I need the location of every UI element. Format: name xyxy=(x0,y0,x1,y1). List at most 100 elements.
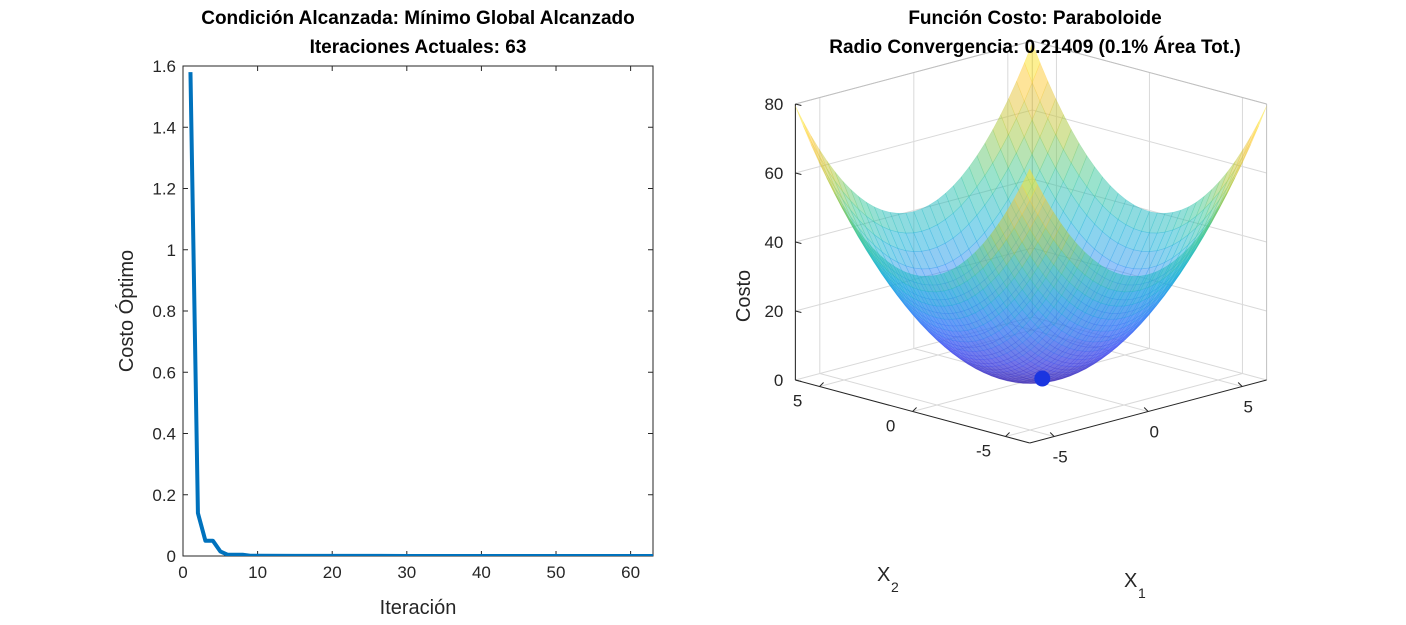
x1-tick-mark xyxy=(1237,382,1243,387)
tick-marks xyxy=(182,65,653,557)
surface-patch xyxy=(842,208,859,237)
surface-patch xyxy=(935,272,953,292)
x2-tick-mark xyxy=(819,382,824,387)
surface-patch xyxy=(889,229,907,252)
x2-tick-label: -5 xyxy=(976,442,991,461)
surface-patch xyxy=(975,364,992,373)
y-axis-label: Costo Óptimo xyxy=(115,250,138,372)
surface-patch xyxy=(935,305,953,320)
surface-patch xyxy=(865,239,882,265)
surface-patch xyxy=(904,305,922,325)
surface-patch xyxy=(911,297,930,316)
x1-tick-label: -5 xyxy=(1053,448,1068,467)
x-tick-label: 40 xyxy=(472,563,491,582)
surface-patch xyxy=(896,291,914,312)
surface-patch xyxy=(873,206,891,231)
surface-patch xyxy=(1219,174,1236,205)
z-tick-mark xyxy=(795,379,802,382)
surface-patch xyxy=(842,206,859,235)
x1-tick-label: 5 xyxy=(1243,398,1252,417)
surface-patch xyxy=(1140,305,1157,325)
surface-patch xyxy=(1219,177,1236,209)
grid-line xyxy=(1032,109,1267,174)
surface-patch xyxy=(889,278,906,300)
chart-title-line-2: Iteraciones Actuales: 63 xyxy=(310,37,527,58)
y-tick-label: 0.2 xyxy=(152,486,176,505)
surface-patch xyxy=(1008,80,1025,120)
surface-patch xyxy=(1021,168,1038,201)
x-tick-label: 20 xyxy=(323,563,342,582)
surface-patch xyxy=(873,259,890,284)
x2-tick-label: 5 xyxy=(793,392,802,411)
x-tick-labels: 0 10 20 30 40 50 60 xyxy=(178,563,640,582)
z-tick-mark xyxy=(795,172,802,175)
surface-patch xyxy=(928,322,945,338)
z-tick-label: 0 xyxy=(774,371,783,390)
surface-patch xyxy=(999,378,1016,383)
surface-patch xyxy=(1108,272,1125,292)
z-tick-mark xyxy=(795,103,802,106)
surface-patch xyxy=(943,269,960,290)
surface-patch xyxy=(990,223,1007,251)
surface-patch xyxy=(982,358,1000,367)
surface-patch xyxy=(1147,267,1165,289)
surface-patch xyxy=(998,211,1015,241)
svg-text:2: 2 xyxy=(891,579,899,595)
surface-patch xyxy=(919,289,937,307)
surface-patch xyxy=(1227,148,1244,181)
surface-patch xyxy=(967,340,984,352)
surface-patch xyxy=(1235,135,1252,170)
chart-title-line-1: Condición Alcanzada: Mínimo Global Alcan… xyxy=(201,8,635,29)
z-tick-mark xyxy=(795,310,802,313)
surface-patch xyxy=(935,317,953,332)
surface-patch xyxy=(1132,311,1149,329)
surface-patch xyxy=(952,352,969,365)
svg-text:1: 1 xyxy=(1138,585,1146,601)
y-tick-label: 0 xyxy=(167,547,176,566)
x-tick-label: 50 xyxy=(547,563,566,582)
surface-patch xyxy=(873,248,890,273)
surface-patch xyxy=(920,321,937,339)
surface-patch xyxy=(991,375,1008,381)
x2-axis-label: X 2 xyxy=(877,564,899,595)
surface-patch xyxy=(1116,291,1134,307)
z-tick-mark xyxy=(795,241,802,244)
surface-patch xyxy=(936,337,953,352)
paraboloid-surface xyxy=(795,42,1267,384)
z-axis-label: Costo xyxy=(733,270,755,322)
surface-patch xyxy=(873,261,890,286)
x1-tick-mark xyxy=(1143,407,1149,412)
x2-tick-mark xyxy=(912,407,917,412)
surface-patch xyxy=(881,239,899,264)
surface-patch xyxy=(857,195,875,223)
surface-patch xyxy=(1061,234,1078,261)
plot-area xyxy=(182,65,654,557)
surface-patch xyxy=(795,105,812,142)
surface-patch xyxy=(850,200,867,228)
z-tick-label: 40 xyxy=(764,233,783,252)
surface-patch xyxy=(865,245,882,271)
x-tick-label: 10 xyxy=(248,563,267,582)
surface-patch xyxy=(810,135,828,170)
x1-axis-label: X 1 xyxy=(1124,570,1146,601)
surface-patch xyxy=(1139,271,1157,291)
surface-patch xyxy=(896,278,913,299)
surface-patch xyxy=(928,331,945,347)
surface-patch xyxy=(1100,336,1118,351)
grid-line xyxy=(795,109,1033,174)
x-tick-label: 0 xyxy=(178,563,187,582)
x-tick-label: 30 xyxy=(397,563,416,582)
x1-tick-label: 0 xyxy=(1149,423,1158,442)
global-minimum-marker xyxy=(1034,370,1051,387)
surface-patch xyxy=(983,372,1000,379)
surface-patch xyxy=(1005,198,1023,229)
surface-patch xyxy=(966,357,985,367)
surface-patch xyxy=(966,251,984,276)
surface-patch xyxy=(881,269,898,293)
surface-patch xyxy=(897,294,914,315)
surface-patch xyxy=(1092,339,1110,352)
surface-patch xyxy=(1132,314,1149,332)
y-tick-labels: 0 0.2 0.4 0.6 0.8 1 1.2 1.4 1.6 xyxy=(152,57,176,566)
surface-patch xyxy=(927,275,945,293)
